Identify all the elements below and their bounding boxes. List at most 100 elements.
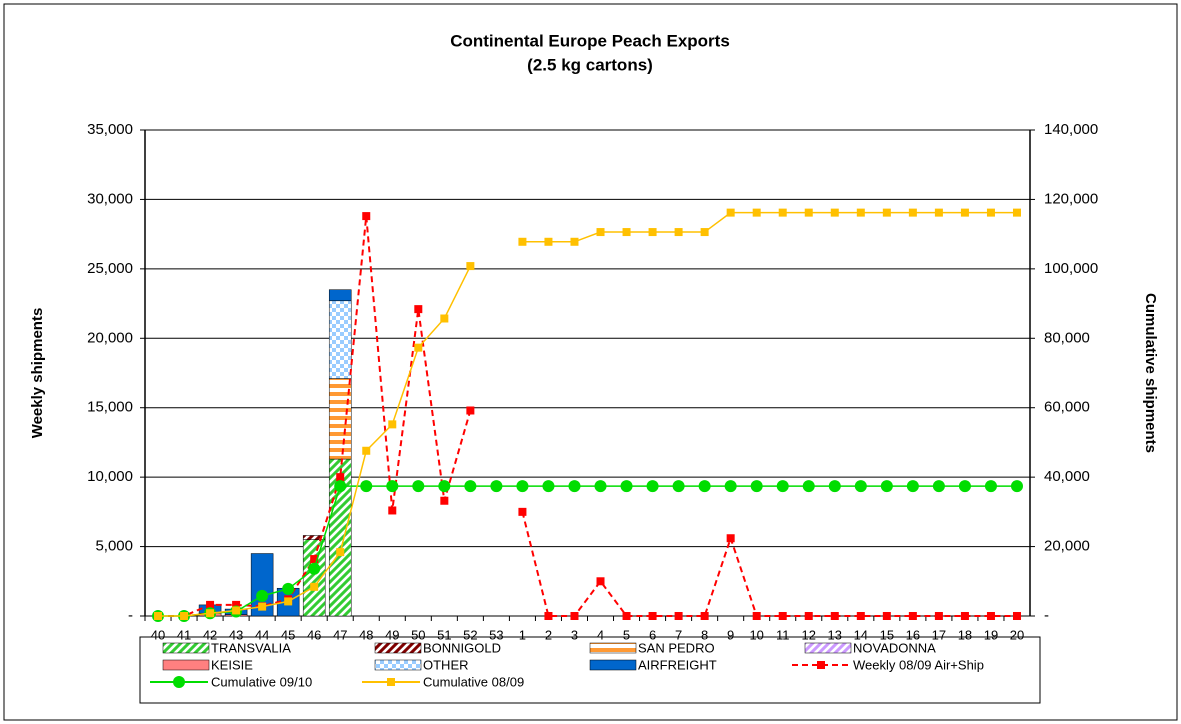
bar-segment	[250, 553, 274, 617]
series-line	[522, 211, 1017, 243]
line-marker	[726, 208, 735, 217]
y2-tick-label: 40,000	[1044, 468, 1090, 485]
line-marker	[336, 473, 345, 482]
line-marker	[700, 228, 709, 237]
line-marker	[724, 480, 737, 493]
line-marker	[516, 480, 529, 493]
y2-tick-label: 120,000	[1044, 190, 1098, 207]
x-tick-label: 3	[571, 627, 578, 642]
line-marker	[284, 597, 293, 606]
line-marker	[388, 420, 397, 429]
legend-label: OTHER	[423, 657, 469, 672]
y2-tick-label: 60,000	[1044, 399, 1090, 416]
legend-label: Cumulative 08/09	[423, 674, 524, 689]
line-marker	[412, 480, 425, 493]
line-marker	[466, 262, 475, 271]
line-marker	[750, 480, 763, 493]
x-tick-label: 42	[203, 627, 217, 642]
y-tick-label: 10,000	[87, 468, 133, 485]
legend-swatch	[374, 659, 422, 671]
x-tick-label: 10	[749, 627, 763, 642]
line-marker	[984, 480, 997, 493]
legend-swatch	[162, 659, 210, 671]
line-marker	[960, 208, 969, 217]
line-marker	[438, 480, 451, 493]
line-marker	[596, 577, 605, 586]
legend-label: Cumulative 09/10	[211, 674, 312, 689]
x-tick-label: 1	[519, 627, 526, 642]
line-marker	[802, 480, 815, 493]
y-tick-label: -	[128, 607, 133, 624]
x-tick-label: 8	[701, 627, 708, 642]
line-marker	[206, 600, 215, 609]
x-tick-label: 45	[281, 627, 295, 642]
line-marker	[440, 496, 449, 505]
x-tick-label: 49	[385, 627, 399, 642]
y-tick-label: 5,000	[95, 538, 133, 555]
x-tick-label: 2	[545, 627, 552, 642]
line-marker	[804, 612, 813, 620]
x-tick-label: 48	[359, 627, 373, 642]
line-marker	[206, 609, 215, 618]
line-marker	[958, 480, 971, 493]
line-marker	[336, 548, 345, 557]
legend-swatch	[804, 642, 852, 654]
y-tick-label: 35,000	[87, 121, 133, 138]
line-marker	[752, 612, 761, 620]
line-marker	[648, 612, 657, 620]
x-tick-label: 9	[727, 627, 734, 642]
line-marker	[518, 507, 527, 516]
line-marker	[232, 606, 241, 615]
line-marker	[672, 480, 685, 493]
line-marker	[258, 602, 267, 611]
x-tick-label: 6	[649, 627, 656, 642]
line-marker	[908, 612, 917, 620]
line-marker	[544, 237, 553, 246]
line-marker	[960, 612, 969, 620]
series-line	[158, 485, 1017, 617]
line-marker	[594, 480, 607, 493]
line-marker	[256, 589, 269, 602]
x-tick-label: 18	[958, 627, 972, 642]
bar-segment	[302, 535, 326, 540]
line-marker	[698, 480, 711, 493]
legend-swatch	[589, 642, 637, 654]
line-marker	[542, 480, 555, 493]
x-tick-label: 13	[828, 627, 842, 642]
x-tick-label: 14	[854, 627, 868, 642]
line-marker	[308, 562, 321, 575]
line-marker	[570, 612, 579, 620]
line-marker	[362, 446, 371, 455]
legend-marker	[387, 678, 395, 686]
x-tick-label: 44	[255, 627, 269, 642]
y2-tick-label: 100,000	[1044, 260, 1098, 277]
line-marker	[778, 612, 787, 620]
line-marker	[440, 314, 449, 323]
legend-marker	[817, 661, 825, 669]
line-marker	[466, 406, 475, 415]
line-marker	[804, 208, 813, 217]
line-marker	[1012, 612, 1021, 620]
line-marker	[310, 582, 319, 591]
x-tick-label: 5	[623, 627, 630, 642]
line-marker	[908, 208, 917, 217]
chart-title: Continental Europe Peach Exports	[450, 31, 730, 50]
legend-label: SAN PEDRO	[638, 640, 715, 655]
y2-tick-label: -	[1044, 607, 1049, 624]
line-marker	[752, 208, 761, 217]
line-marker	[882, 208, 891, 217]
x-tick-label: 17	[932, 627, 946, 642]
x-tick-label: 46	[307, 627, 321, 642]
legend-marker	[173, 676, 185, 688]
series-line	[521, 511, 1017, 617]
line-marker	[596, 228, 605, 237]
line-marker	[362, 212, 371, 221]
y-tick-label: 25,000	[87, 260, 133, 277]
x-tick-label: 43	[229, 627, 243, 642]
y2-axis-title: Cumulative shipments	[1142, 293, 1159, 453]
line-marker	[934, 208, 943, 217]
legend-swatch	[162, 642, 210, 654]
line-marker	[648, 228, 657, 237]
y2-tick-label: 140,000	[1044, 121, 1098, 138]
